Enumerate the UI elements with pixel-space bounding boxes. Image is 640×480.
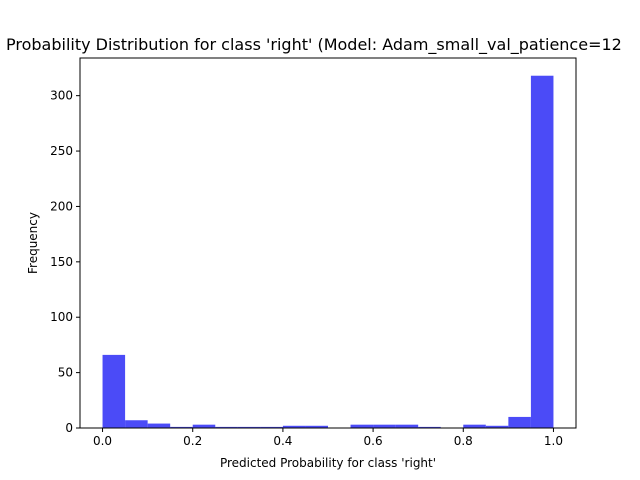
- x-tick-label: 0.8: [454, 434, 473, 448]
- histogram-bar: [192, 424, 216, 428]
- plot-frame: [79, 57, 577, 429]
- histogram-bar: [395, 424, 419, 428]
- histogram-bar: [485, 425, 509, 428]
- x-tick-label: 0.6: [364, 434, 383, 448]
- chart-title: Probability Distribution for class 'righ…: [6, 35, 622, 55]
- x-axis: 0.0 0.2 0.4 0.6 0.8 1.0: [93, 428, 563, 448]
- y-axis: 0 50 100 150 200 250 300: [50, 89, 80, 435]
- histogram-bar: [102, 354, 126, 428]
- y-tick-label: 50: [58, 366, 73, 380]
- histogram-bar: [282, 425, 306, 428]
- y-tick-label: 100: [50, 310, 73, 324]
- histogram-bar: [305, 425, 328, 428]
- y-tick-label: 250: [50, 144, 73, 158]
- y-tick-label: 0: [65, 421, 73, 435]
- x-tick-label: 0.2: [183, 434, 202, 448]
- histogram-bar: [237, 426, 261, 428]
- histogram-bar: [260, 426, 283, 428]
- histogram-bar: [350, 424, 374, 428]
- y-tick-label: 300: [50, 89, 73, 103]
- x-tick-label: 0.4: [273, 434, 292, 448]
- histogram-bar: [170, 426, 193, 428]
- y-tick-label: 150: [50, 255, 73, 269]
- y-tick-label: 200: [50, 199, 73, 213]
- y-axis-label: Frequency: [26, 212, 40, 274]
- histogram-bar: [418, 426, 441, 428]
- histogram-bar: [147, 423, 171, 428]
- histogram-bar: [508, 416, 531, 428]
- histogram-bar: [463, 424, 486, 428]
- x-tick-label: 0.0: [93, 434, 112, 448]
- histogram-bar: [125, 420, 148, 428]
- histogram-bars: [102, 75, 554, 428]
- histogram-bar: [530, 75, 554, 428]
- histogram-bar: [373, 424, 396, 428]
- x-tick-label: 1.0: [544, 434, 563, 448]
- histogram-bar: [215, 426, 238, 428]
- x-axis-label: Predicted Probability for class 'right': [220, 456, 436, 470]
